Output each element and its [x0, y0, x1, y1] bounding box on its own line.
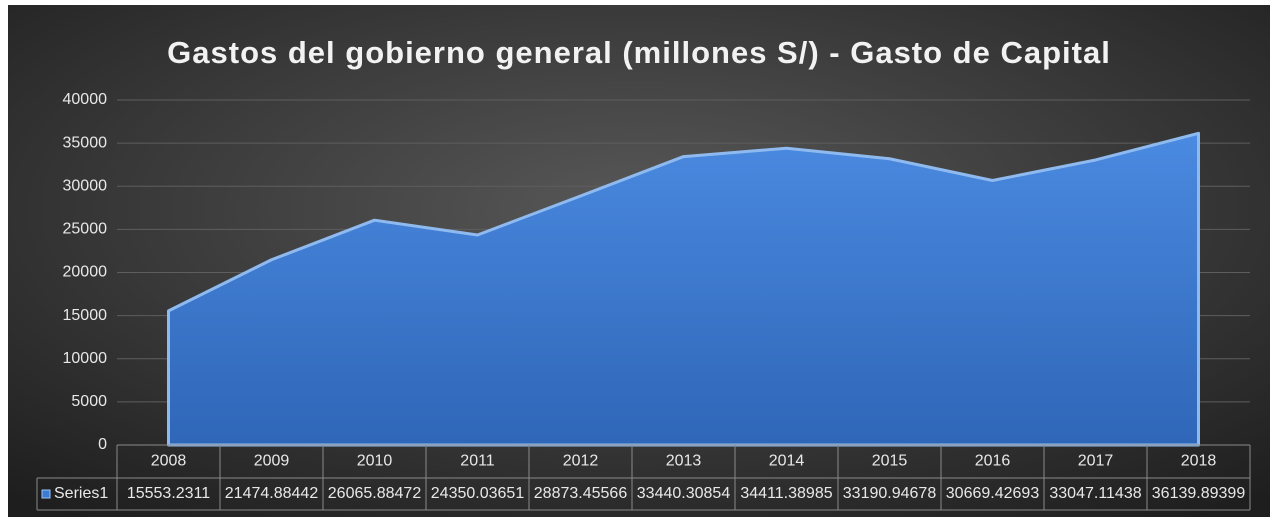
data-table-value: 24350.03651	[431, 485, 525, 502]
x-tick-label: 2016	[975, 453, 1011, 470]
x-tick-label: 2010	[357, 453, 393, 470]
x-tick-label: 2011	[460, 453, 495, 470]
y-tick-label: 20000	[63, 264, 108, 281]
data-table-value: 33440.30854	[637, 485, 731, 502]
y-tick-label: 10000	[63, 350, 108, 367]
data-table-value: 36139.89399	[1152, 485, 1246, 502]
y-tick-label: 15000	[63, 307, 108, 324]
data-table-value: 21474.88442	[225, 485, 319, 502]
data-table-value: 34411.38985	[740, 485, 832, 502]
x-tick-label: 2018	[1181, 453, 1217, 470]
x-tick-label: 2012	[563, 453, 599, 470]
y-tick-label: 35000	[63, 134, 108, 151]
x-tick-label: 2008	[151, 453, 187, 470]
data-table-value: 33047.11438	[1049, 485, 1141, 502]
x-tick-label: 2009	[254, 453, 290, 470]
data-table-value: 15553.2311	[127, 485, 210, 502]
x-tick-label: 2014	[769, 453, 805, 470]
legend-key	[41, 489, 51, 499]
data-table-value: 33190.94678	[843, 485, 937, 502]
y-tick-label: 40000	[63, 91, 108, 108]
x-tick-label: 2015	[872, 453, 908, 470]
y-tick-label: 25000	[63, 221, 108, 238]
y-tick-label: 30000	[63, 177, 108, 194]
data-table-value: 30669.42693	[946, 485, 1040, 502]
data-table-value: 28873.45566	[534, 485, 628, 502]
y-tick-label: 0	[98, 436, 107, 453]
y-tick-label: 5000	[71, 393, 107, 410]
legend-label: Series1	[54, 485, 108, 502]
data-table-value: 26065.88472	[328, 485, 422, 502]
chart-title: Gastos del gobierno general (millones S/…	[167, 35, 1111, 70]
x-tick-label: 2017	[1078, 453, 1114, 470]
area	[167, 131, 1200, 447]
x-tick-label: 2013	[666, 453, 702, 470]
